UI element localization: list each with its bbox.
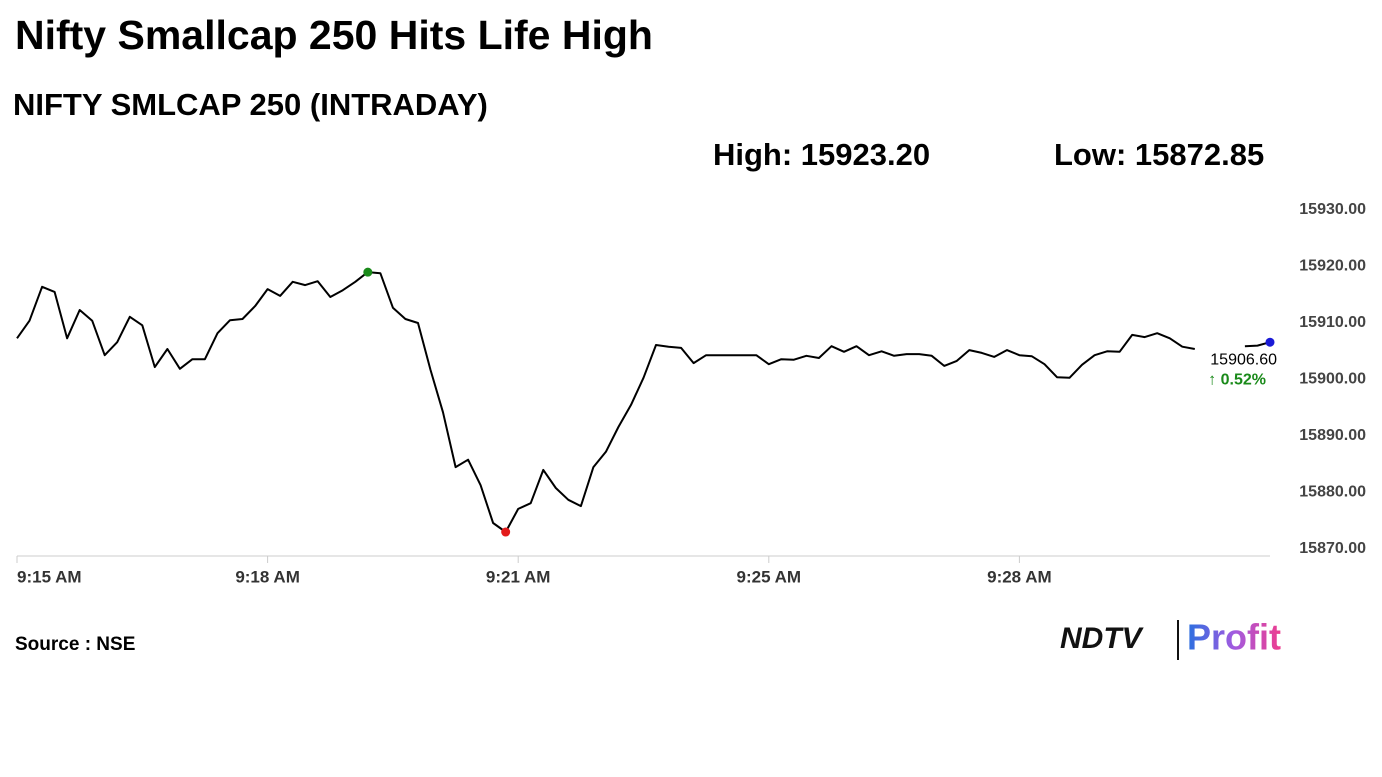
low-label: Low: 15872.85 <box>1054 137 1264 172</box>
y-tick-label: 15900.00 <box>1299 371 1366 388</box>
brand-product: Profit <box>1187 617 1281 658</box>
high-marker <box>363 267 373 277</box>
x-tick-label: 9:18 AM <box>235 567 300 586</box>
y-tick-label: 15880.00 <box>1299 484 1366 501</box>
y-tick-label: 15930.00 <box>1299 201 1366 218</box>
last-marker <box>1265 337 1275 347</box>
y-tick-label: 15890.00 <box>1299 427 1366 444</box>
last-value-label: 15906.60 <box>1210 351 1277 368</box>
high-label: High: 15923.20 <box>713 137 930 172</box>
chart-title: Nifty Smallcap 250 Hits Life High <box>15 12 653 58</box>
y-tick-label: 15920.00 <box>1299 258 1366 275</box>
x-tick-label: 9:15 AM <box>17 567 82 586</box>
y-tick-label: 15910.00 <box>1299 314 1366 331</box>
x-tick-label: 9:25 AM <box>737 567 802 586</box>
chart-subtitle: NIFTY SMLCAP 250 (INTRADAY) <box>13 87 488 122</box>
x-tick-label: 9:21 AM <box>486 567 551 586</box>
low-marker <box>501 527 511 537</box>
change-label: ↑ 0.52% <box>1208 371 1266 388</box>
source: Source : NSE <box>15 634 135 655</box>
x-tick-label: 9:28 AM <box>987 567 1052 586</box>
line <box>16 271 1271 533</box>
brand-name: NDTV <box>1060 622 1145 655</box>
y-tick-label: 15870.00 <box>1299 540 1366 557</box>
